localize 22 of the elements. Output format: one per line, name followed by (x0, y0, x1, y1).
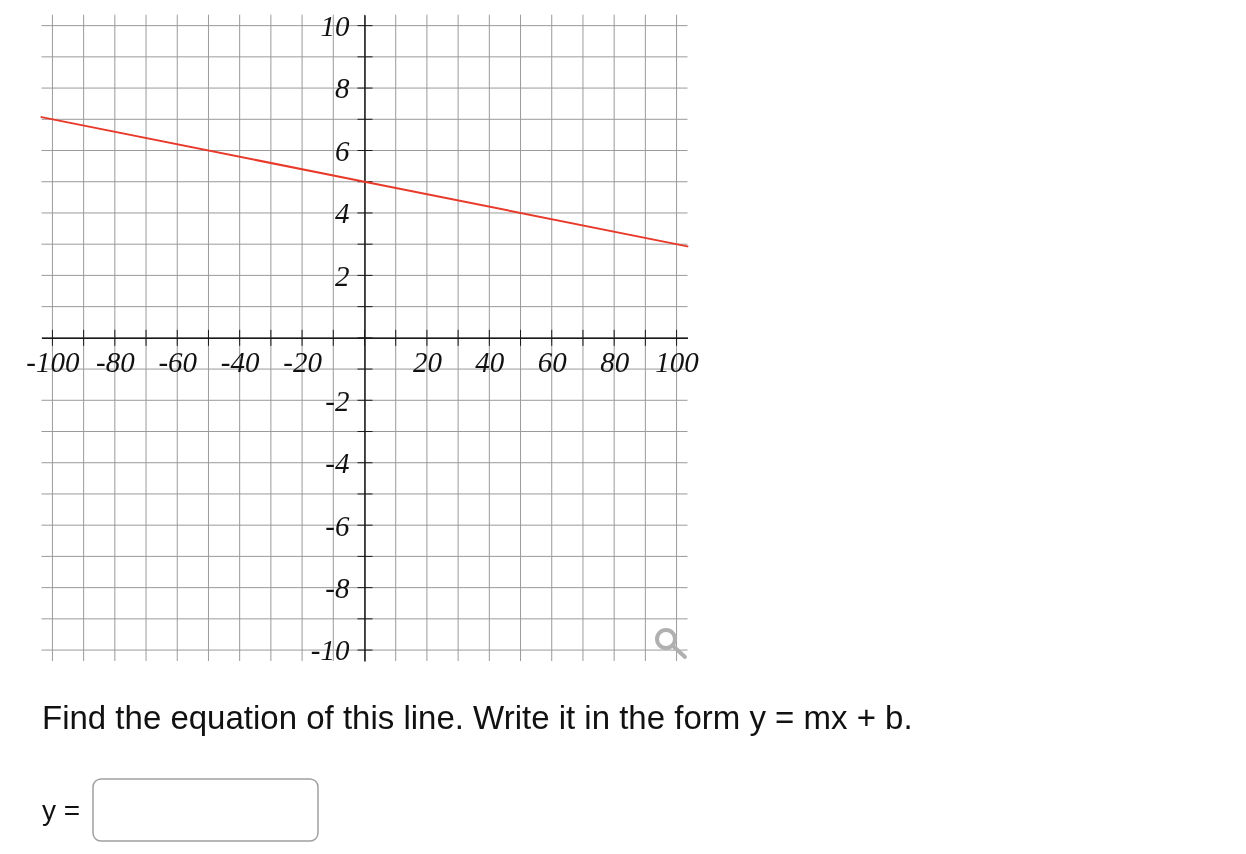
x-tick-label: 20 (412, 346, 443, 379)
x-tick-label: 80 (600, 346, 630, 379)
x-tick-label: -20 (283, 346, 323, 379)
x-tick-label: 100 (655, 346, 700, 379)
y-tick-label: -10 (310, 634, 350, 667)
x-tick-label: -100 (26, 346, 80, 379)
y-tick-label: -6 (325, 509, 350, 542)
x-tick-label: -80 (96, 346, 136, 379)
y-tick-label: 4 (335, 197, 350, 230)
y-tick-label: 6 (335, 134, 350, 167)
text: Find the equation of this line. Write it in the form y = mx + b. (42, 699, 913, 736)
y-tick-label: 10 (320, 9, 350, 42)
x-tick-label: 40 (475, 346, 505, 379)
y-tick-label: 8 (335, 72, 350, 105)
x-tick-label: 60 (537, 346, 568, 379)
y-tick-label: -8 (325, 571, 350, 604)
y-tick-label: -4 (325, 447, 350, 480)
x-tick-label: -40 (220, 346, 260, 379)
text: y = (42, 795, 81, 826)
y-tick-label: -2 (325, 384, 350, 417)
x-tick-label: -60 (158, 346, 198, 379)
y-tick-label: 2 (335, 259, 350, 292)
